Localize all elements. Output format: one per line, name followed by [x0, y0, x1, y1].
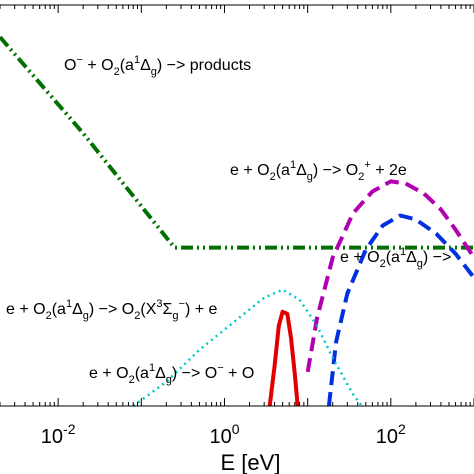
- series-layer: [0, 35, 474, 408]
- x-ticks: 10-2 100 102: [0, 5, 474, 448]
- series-line-5: [267, 309, 300, 407]
- x-tick-label: 102: [376, 421, 406, 448]
- annotation-attachment: e + O2(a1Δg) −> O− + O: [89, 362, 254, 386]
- series-line-2: [305, 179, 474, 373]
- annotation-ionization: e + O2(a1Δg) −> O2+ + 2e: [230, 159, 407, 183]
- x-tick-label: 10-2: [41, 421, 76, 448]
- x-tick-label: 100: [209, 421, 239, 448]
- annotation-quenching: e + O2(a1Δg) −> O2(X3Σg−) + e: [6, 298, 218, 322]
- annotation-layer: O− + O2(a1Δg) −> products e + O2(a1Δg) −>…: [6, 54, 451, 386]
- annotation-dissociative-ion: e + O2(a1Δg) −>: [340, 246, 451, 270]
- annotation-o-minus: O− + O2(a1Δg) −> products: [64, 54, 251, 78]
- axes-layer: 10-2 100 102 E [eV]: [0, 4, 474, 474]
- x-axis-label: E [eV]: [221, 450, 281, 474]
- series-line-3: [326, 213, 474, 407]
- series-line-1: [0, 35, 474, 250]
